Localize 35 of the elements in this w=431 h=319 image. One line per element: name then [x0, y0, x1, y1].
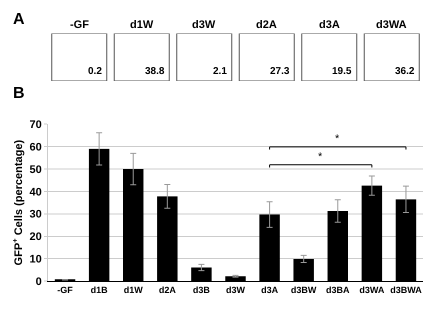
- x-tick-label: d1W: [124, 284, 144, 295]
- y-tick-label: 30: [30, 208, 42, 221]
- x-tick-label: d3BW: [290, 284, 317, 295]
- data-label: 27.3: [270, 66, 290, 77]
- annotation: *: [318, 151, 323, 163]
- y-tick-label: 20: [30, 231, 42, 244]
- chart-title: B: [13, 85, 25, 102]
- annotation: *: [335, 133, 340, 145]
- x-tick-label: d3BWA: [390, 284, 422, 295]
- category-label: d3W: [192, 19, 216, 31]
- x-tick-label: d3W: [226, 284, 246, 295]
- y-tick-label: 10: [30, 254, 42, 266]
- y-tick-label: 50: [30, 164, 42, 176]
- category-label: d1W: [130, 19, 154, 31]
- text: A: [13, 11, 25, 28]
- y-tick-label: 40: [30, 186, 42, 198]
- category-label: d2A: [256, 19, 277, 31]
- category-label: d3WA: [376, 19, 407, 31]
- x-tick-label: d3B: [192, 284, 210, 295]
- x-tick-label: d3A: [261, 284, 279, 295]
- x-tick-label: d2A: [158, 284, 176, 295]
- y-tick-label: 60: [30, 141, 42, 154]
- y-tick-label: 70: [30, 119, 42, 132]
- category-label: d3A: [319, 19, 340, 31]
- x-tick-label: d3WA: [359, 284, 385, 295]
- data-label: 38.8: [145, 66, 165, 77]
- data-label: 19.5: [332, 66, 352, 77]
- x-tick-label: -GF: [57, 284, 74, 295]
- category-label: -GF: [70, 19, 90, 31]
- data-label: 36.2: [395, 66, 415, 77]
- x-tick-label: d3BA: [326, 284, 350, 295]
- data-label: 2.1: [213, 66, 228, 77]
- x-tick-label: d1B: [90, 284, 108, 295]
- data-label: 0.2: [88, 66, 102, 77]
- y-tick-label: 0: [36, 276, 42, 288]
